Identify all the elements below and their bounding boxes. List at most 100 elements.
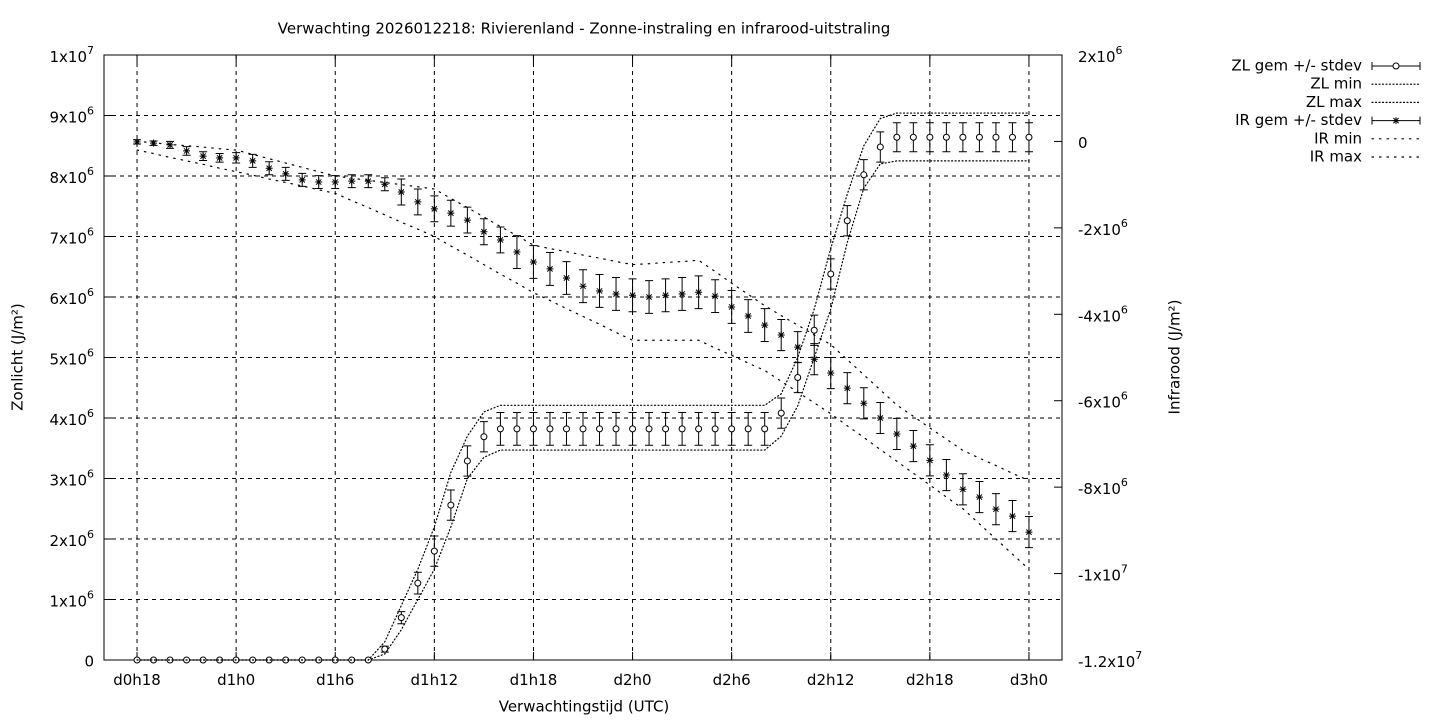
x-tick-label-base: d2h12	[807, 671, 855, 689]
x-tick-label-base: d2h6	[713, 671, 751, 689]
y-tick-label: 5x106	[49, 347, 94, 369]
marker	[496, 236, 504, 244]
marker	[166, 141, 174, 149]
series-line	[136, 112, 1030, 661]
y-tick-label-base: 1x10	[49, 48, 87, 66]
y2-tick-label-base: -1.2x10	[1078, 653, 1135, 671]
y-tick-label-exp: 6	[87, 589, 94, 602]
marker	[629, 291, 637, 299]
y-tick-label: 3x106	[49, 468, 94, 490]
y-tick-label: 0	[84, 653, 94, 671]
marker	[1025, 133, 1033, 141]
marker	[1392, 117, 1400, 125]
y-tick-label-exp: 6	[87, 226, 94, 239]
marker	[926, 133, 934, 141]
marker	[678, 290, 686, 298]
y2-tick-label-base: 2x10	[1078, 48, 1116, 66]
y2-tick-label-base: -2x10	[1078, 220, 1121, 238]
marker	[711, 292, 719, 300]
legend-label: ZL min	[1310, 75, 1362, 93]
y2-tick-label-base: -1x10	[1078, 566, 1121, 584]
y-tick-label-base: 9x10	[49, 108, 87, 126]
marker	[496, 425, 504, 433]
x-tick-label-base: d2h18	[906, 671, 954, 689]
y2-tick-label: -2x106	[1078, 217, 1128, 239]
marker	[397, 614, 405, 622]
y2-tick-label-exp: 6	[1121, 390, 1128, 403]
marker	[794, 343, 802, 351]
marker	[381, 645, 389, 653]
y-tick-label: 9x106	[49, 105, 94, 127]
x-tick-label: d2h0	[613, 671, 651, 689]
marker	[298, 176, 306, 184]
x-tick-label-base: d1h6	[316, 671, 354, 689]
marker	[810, 355, 818, 363]
y-tick-label-base: 8x10	[49, 169, 87, 187]
marker	[463, 216, 471, 224]
y-tick-label-base: 1x10	[49, 592, 87, 610]
y-tick-label: 2x106	[49, 528, 94, 550]
y2-tick-label-exp: 6	[1121, 303, 1128, 316]
y-tick-label: 6x106	[49, 286, 94, 308]
marker	[645, 293, 653, 301]
marker	[975, 493, 983, 501]
marker	[381, 180, 389, 188]
y-tick-label-exp: 6	[87, 105, 94, 118]
x-tick-label-base: d1h12	[411, 671, 459, 689]
marker	[761, 425, 769, 433]
y-tick-label-exp: 6	[87, 468, 94, 481]
marker	[282, 170, 290, 178]
marker	[843, 217, 851, 225]
marker	[909, 133, 917, 141]
x-tick-label: d2h12	[807, 671, 855, 689]
marker	[794, 373, 802, 381]
marker	[678, 425, 686, 433]
marker	[579, 425, 587, 433]
x-tick-label: d1h18	[510, 671, 558, 689]
marker	[183, 147, 191, 155]
marker	[876, 143, 884, 151]
legend-label: IR gem +/- stdev	[1235, 111, 1362, 129]
marker	[777, 331, 785, 339]
marker	[942, 471, 950, 479]
marker	[562, 425, 570, 433]
x-tick-label: d0h18	[113, 671, 161, 689]
y-tick-label-base: 5x10	[49, 350, 87, 368]
marker	[463, 457, 471, 465]
x-tick-label: d1h0	[217, 671, 255, 689]
marker	[893, 430, 901, 438]
marker	[447, 209, 455, 217]
x-tick-label: d2h6	[713, 671, 751, 689]
marker	[513, 425, 521, 433]
y2-tick-label-exp: 7	[1121, 563, 1128, 576]
marker	[777, 409, 785, 417]
y2-tick-label-base: -8x10	[1078, 480, 1121, 498]
x-tick-label: d2h18	[906, 671, 954, 689]
marker	[662, 291, 670, 299]
marker	[1025, 528, 1033, 536]
marker	[216, 154, 224, 162]
y2-tick-label-base: -6x10	[1078, 393, 1121, 411]
marker	[529, 425, 537, 433]
marker	[331, 178, 339, 186]
y-tick-label-exp: 7	[87, 44, 94, 57]
plot-frame	[103, 54, 1063, 661]
y2-tick-label-exp: 6	[1121, 476, 1128, 489]
marker	[529, 258, 537, 266]
marker	[926, 456, 934, 464]
series-line	[136, 149, 1030, 570]
marker	[546, 425, 554, 433]
marker	[480, 433, 488, 441]
marker	[959, 133, 967, 141]
marker	[348, 177, 356, 185]
y2-tick-label: -1x107	[1078, 563, 1128, 585]
marker	[480, 228, 488, 236]
marker	[397, 188, 405, 196]
legend-label: IR max	[1310, 148, 1362, 166]
series-line	[136, 160, 1030, 661]
y-tick-label: 1x107	[49, 44, 94, 66]
marker	[249, 157, 257, 165]
legend-label: IR min	[1314, 129, 1362, 147]
